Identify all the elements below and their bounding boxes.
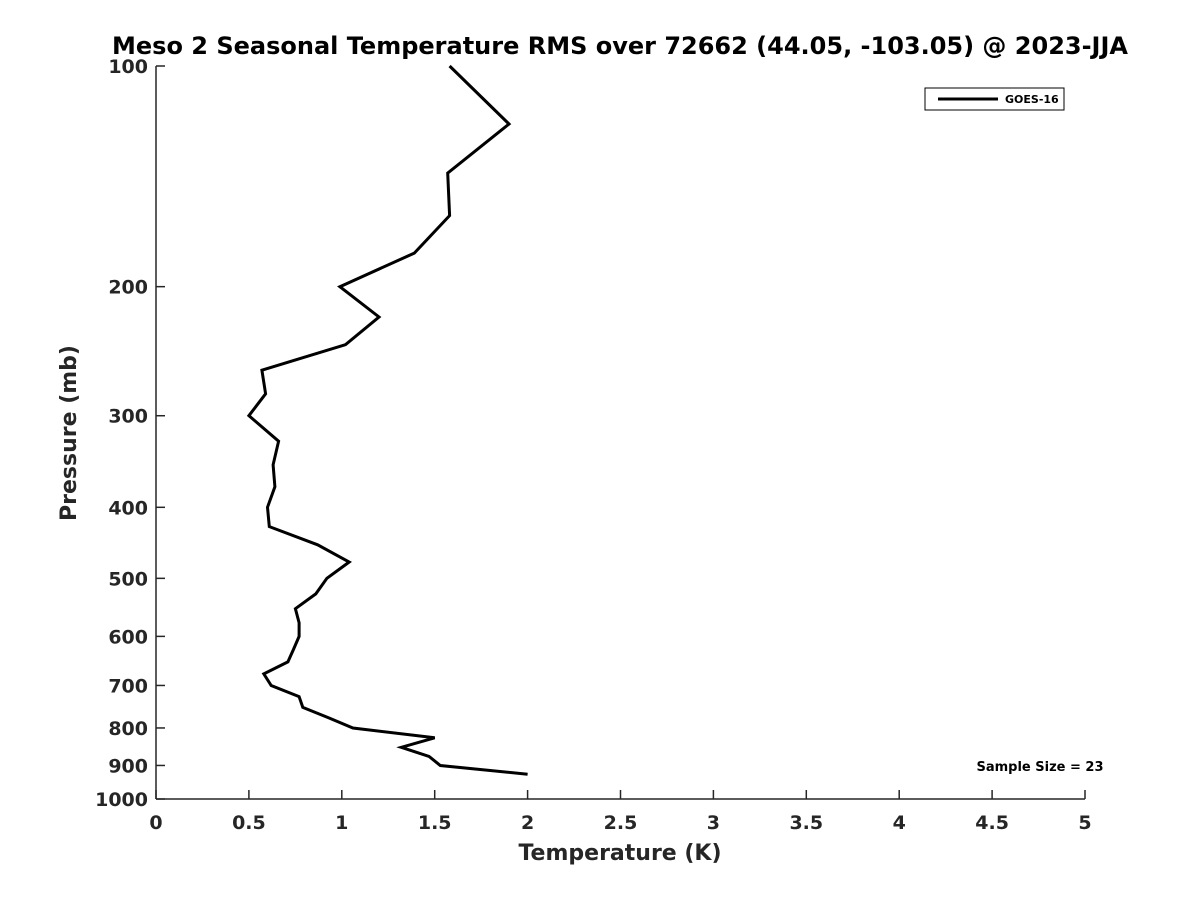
x-tick-label: 2 — [521, 812, 534, 834]
chart-title: Meso 2 Seasonal Temperature RMS over 726… — [112, 32, 1128, 60]
x-tick-label: 0 — [149, 812, 162, 834]
x-tick-label: 0.5 — [232, 812, 266, 834]
y-tick-label: 600 — [108, 626, 148, 648]
series-line-goes-16 — [246, 64, 528, 776]
x-axis-label: Temperature (K) — [518, 841, 721, 866]
x-tick-label: 4 — [893, 812, 906, 834]
y-tick-label: 400 — [108, 497, 148, 519]
y-tick-label: 800 — [108, 718, 148, 740]
y-tick-label: 1000 — [95, 789, 148, 811]
legend: GOES-16 — [924, 87, 1065, 111]
sample-size-annotation: Sample Size = 23 — [976, 760, 1103, 775]
y-tick-label: 100 — [108, 56, 148, 78]
x-tick-label: 1.5 — [418, 812, 452, 834]
y-tick-label: 500 — [108, 568, 148, 590]
x-tick-label: 3 — [707, 812, 720, 834]
x-tick-label: 4.5 — [975, 812, 1009, 834]
x-tick-label: 2.5 — [604, 812, 638, 834]
x-tick-label: 5 — [1078, 812, 1091, 834]
y-axis-label: Pressure (mb) — [57, 345, 82, 521]
axes: 0 0.5 1 1.5 2 2.5 3 3.5 4 4.5 5 100 200 300 400 500 600 7… — [95, 56, 1092, 834]
y-tick-label: 200 — [108, 277, 148, 299]
x-tick-label: 1 — [335, 812, 348, 834]
x-tick-label: 3.5 — [789, 812, 823, 834]
y-tick-label: 900 — [108, 755, 148, 777]
series-layer — [246, 64, 528, 776]
y-tick-label: 300 — [108, 406, 148, 428]
legend-label: GOES-16 — [1005, 93, 1059, 106]
y-tick-label: 700 — [108, 675, 148, 697]
